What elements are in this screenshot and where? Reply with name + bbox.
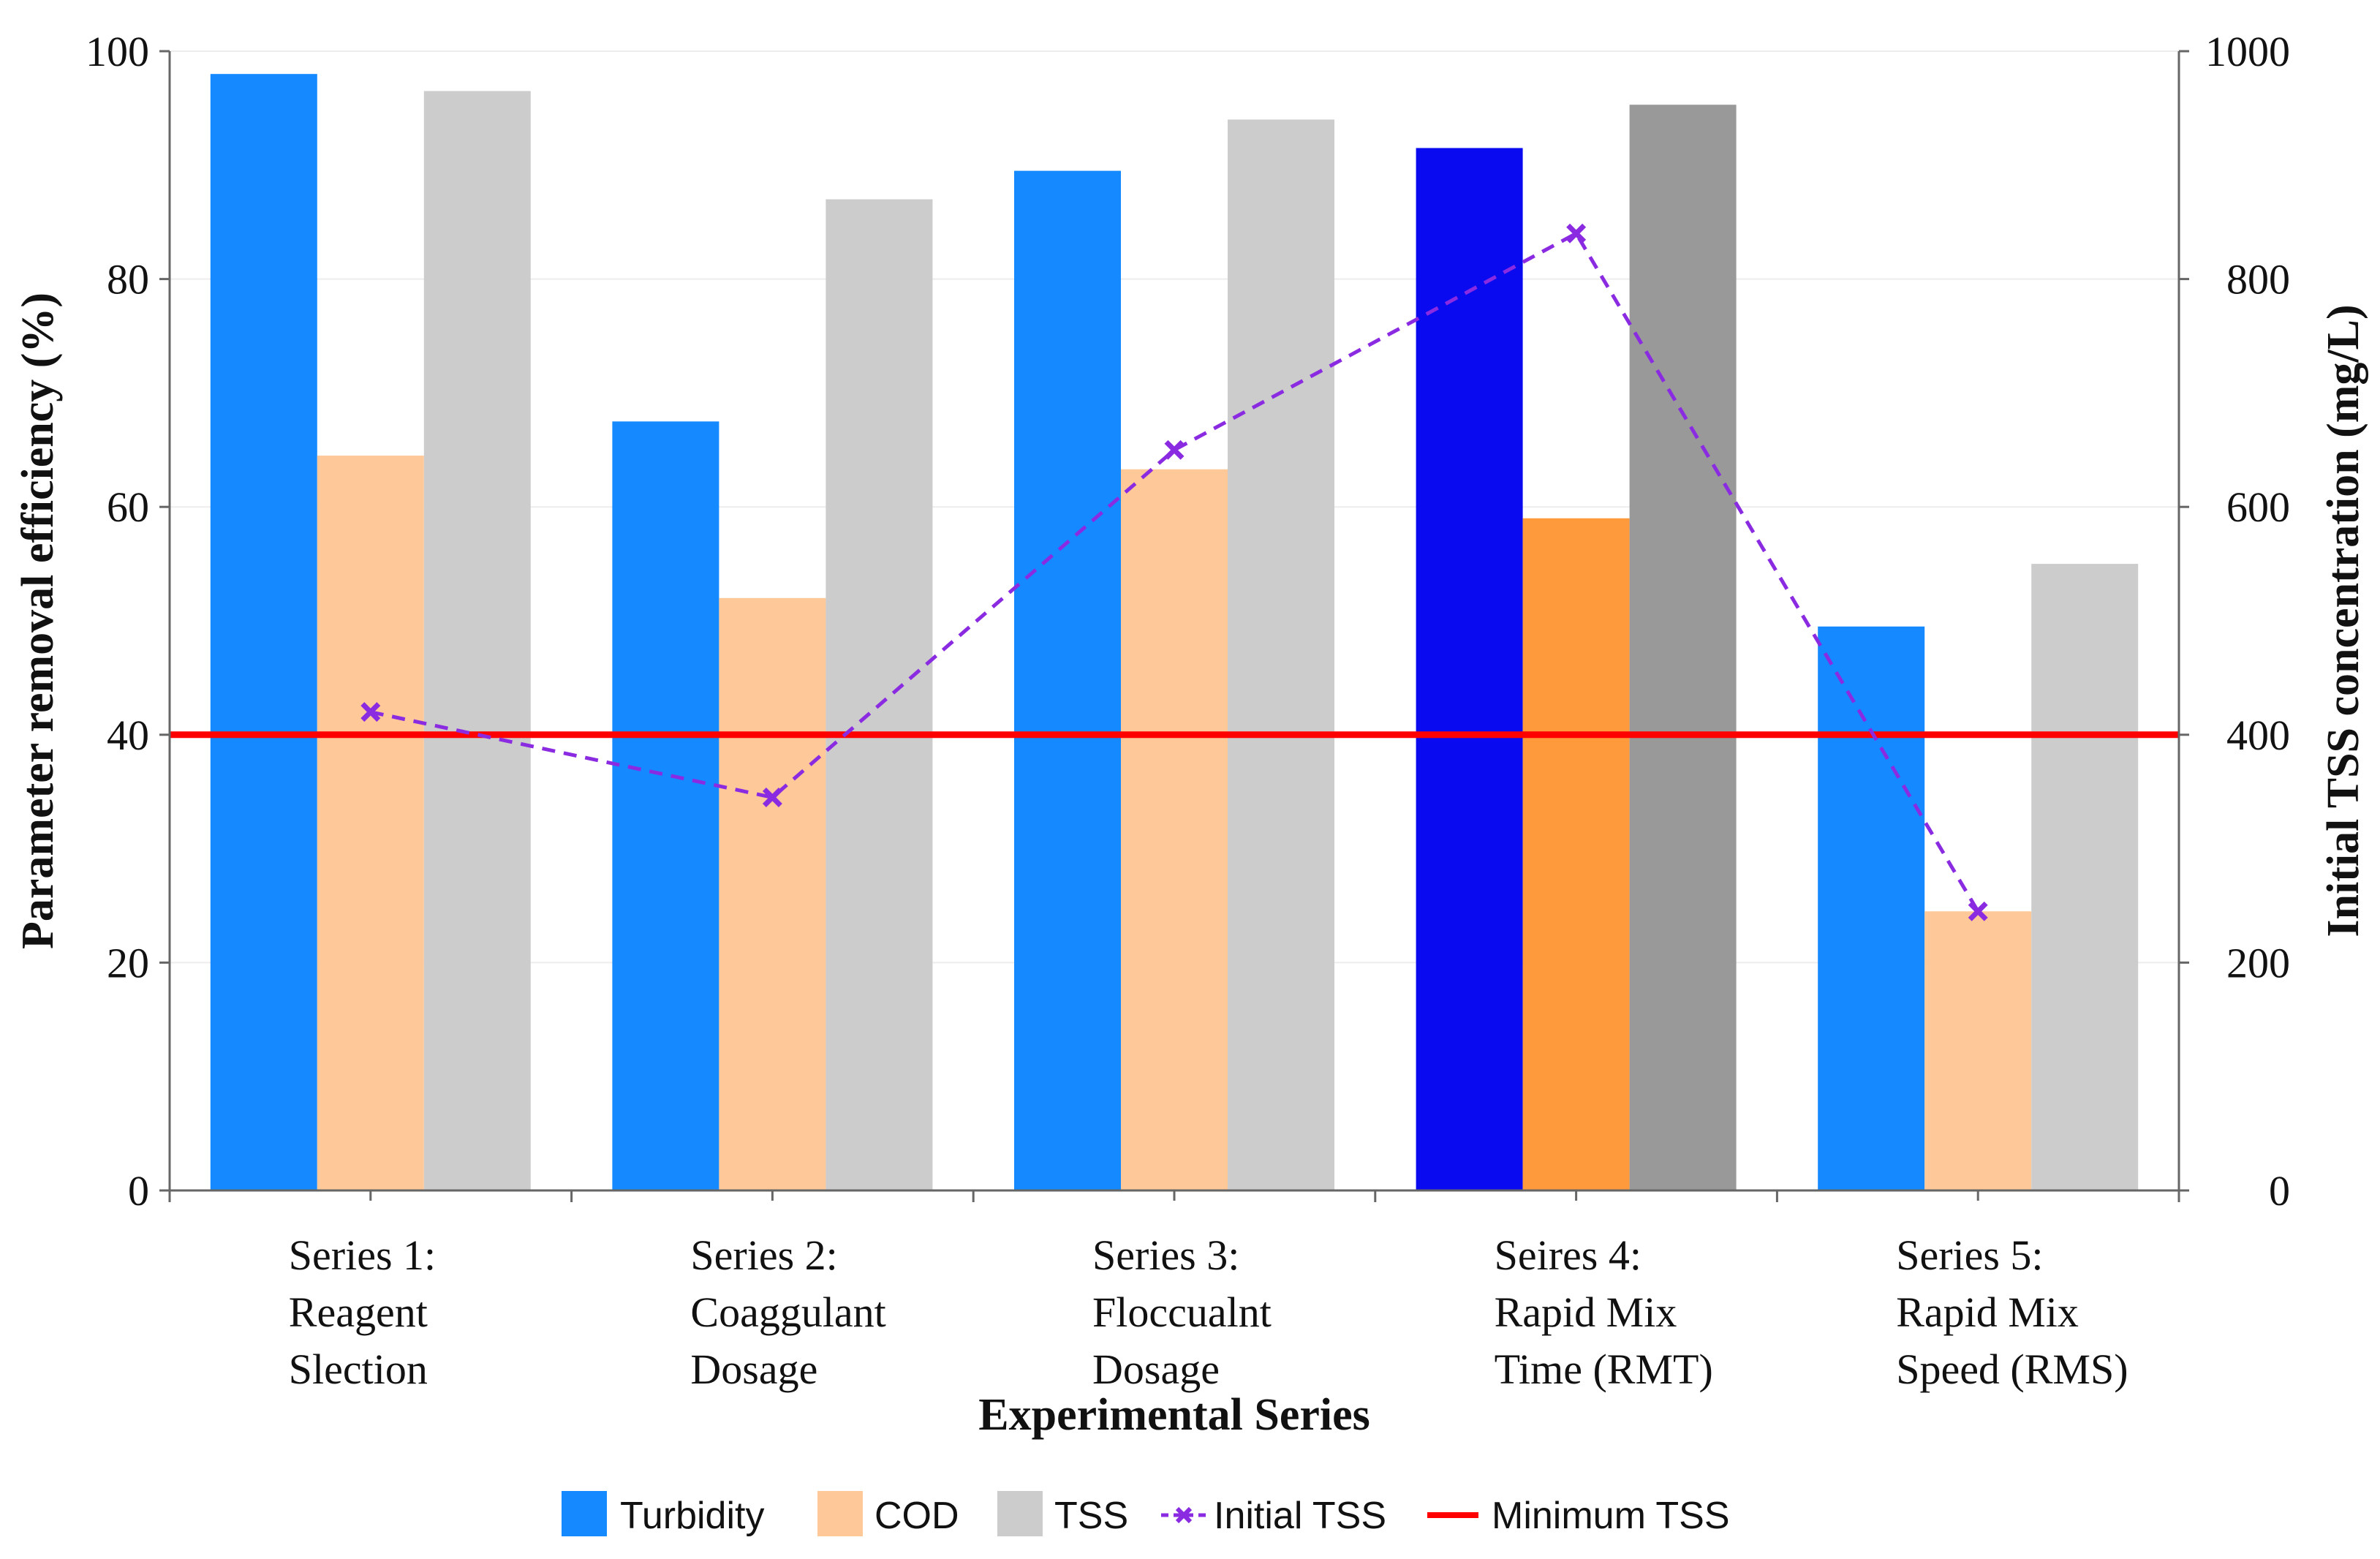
y-right-tick-label: 600	[2226, 483, 2290, 531]
legend-label-turbidity: Turbidity	[620, 1495, 764, 1537]
legend-label-minimum-tss: Minimum TSS	[1492, 1495, 1730, 1537]
y-left-tick-label: 100	[86, 28, 149, 75]
legend: Turbidity COD TSS Initial TSS Minimum TS…	[562, 1491, 1730, 1537]
bar-tss-5	[2031, 564, 2139, 1190]
bar-turbidity-4	[1416, 148, 1523, 1191]
bar-turbidity-2	[612, 421, 719, 1190]
bar-tss-4	[1629, 105, 1737, 1191]
bar-cod-2	[719, 597, 826, 1190]
bar-tss-3	[1228, 119, 1334, 1191]
y-left-tick-label: 0	[128, 1167, 149, 1215]
bar-cod-3	[1121, 469, 1228, 1190]
bar-turbidity-3	[1014, 170, 1121, 1191]
y-axis-left-title: Parameter removal efficiency (%)	[13, 292, 63, 949]
y-right-tick-label: 800	[2226, 256, 2290, 303]
legend-label-tss: TSS	[1054, 1495, 1128, 1537]
y-right-tick-label: 200	[2226, 939, 2290, 986]
legend-label-initial-tss: Initial TSS	[1214, 1495, 1386, 1537]
initial-tss-line	[370, 230, 1980, 913]
bar-turbidity-5	[1818, 626, 1925, 1190]
x-axis-title: Experimental Series	[978, 1390, 1370, 1440]
bar-tss-1	[423, 91, 531, 1190]
y-right-tick-label: 400	[2226, 711, 2290, 759]
category-label-4: Seires 4: Rapid Mix Time (RMT)	[1495, 1231, 1713, 1393]
initial-tss-marker-2	[762, 788, 782, 807]
initial-tss-marker-3	[1164, 439, 1185, 460]
bar-cod-1	[317, 456, 424, 1190]
y-left-tick-label: 60	[107, 483, 149, 531]
y-right-tick-label: 0	[2269, 1167, 2290, 1215]
legend-label-cod: COD	[874, 1495, 959, 1537]
y-left-tick-label: 40	[107, 711, 149, 759]
initial-tss-marker-5	[1968, 901, 1988, 921]
category-label-2: Series 2: Coaggulant Dosage	[690, 1231, 885, 1393]
category-label-1: Series 1: Reagent Slection	[289, 1231, 436, 1393]
legend-swatch-initial-tss	[1161, 1506, 1206, 1524]
bar-turbidity-1	[210, 74, 317, 1190]
y-right-tick-label: 1000	[2205, 28, 2290, 75]
category-label-5: Series 5: Rapid Mix Speed (RMS)	[1896, 1231, 2128, 1393]
initial-tss-marker-1	[360, 702, 381, 722]
legend-swatch-cod	[817, 1491, 863, 1536]
axes	[159, 50, 2189, 1202]
legend-swatch-turbidity	[562, 1491, 607, 1536]
bars	[210, 74, 2139, 1191]
legend-swatch-tss	[997, 1491, 1043, 1536]
initial-tss-line-group	[360, 223, 1988, 921]
y-left-tick-label: 80	[107, 256, 149, 303]
y-left-tick-label: 20	[107, 939, 149, 986]
bar-cod-5	[1924, 911, 2032, 1190]
initial-tss-marker-4	[1566, 223, 1587, 244]
bar-tss-2	[826, 199, 933, 1190]
y-axis-right-title: Initial TSS concentration (mg/L)	[2319, 304, 2368, 937]
category-label-3: Series 3: Floccualnt Dosage	[1092, 1231, 1272, 1393]
bar-cod-4	[1522, 518, 1630, 1190]
